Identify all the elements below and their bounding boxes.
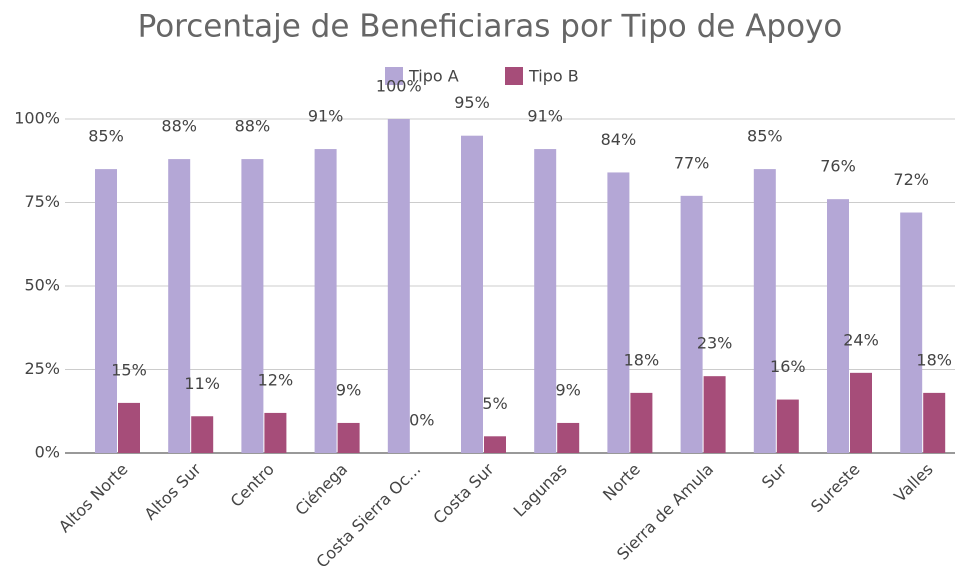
x-tick-label: Costa Sur xyxy=(429,459,497,527)
y-tick-label: 75% xyxy=(24,192,60,211)
data-label: 88% xyxy=(161,117,197,136)
data-label: 72% xyxy=(893,170,929,189)
data-label: 88% xyxy=(235,117,271,136)
legend-label: Tipo A xyxy=(408,67,459,86)
x-tick-label: Valles xyxy=(890,460,936,506)
data-label: 76% xyxy=(820,157,856,176)
data-label: 18% xyxy=(624,350,660,369)
bar xyxy=(191,416,214,453)
data-label: 91% xyxy=(308,107,344,126)
data-label: 85% xyxy=(747,127,783,146)
x-tick-label: Ciénega xyxy=(291,460,351,520)
data-label: 15% xyxy=(111,360,147,379)
bar xyxy=(557,422,580,453)
data-label: 100% xyxy=(376,77,422,96)
data-label: 85% xyxy=(88,127,124,146)
bar xyxy=(168,159,191,453)
data-label: 95% xyxy=(454,93,490,112)
bar xyxy=(264,412,287,453)
y-tick-label: 100% xyxy=(14,109,60,128)
bar xyxy=(776,399,799,453)
data-label: 0% xyxy=(409,411,434,430)
x-tick-label: Altos Sur xyxy=(141,459,205,523)
y-tick-label: 0% xyxy=(35,443,60,462)
bar xyxy=(534,149,557,453)
bar xyxy=(241,159,264,453)
bar xyxy=(484,436,506,453)
data-label: 24% xyxy=(843,330,879,349)
y-tick-label: 50% xyxy=(24,276,60,295)
bar xyxy=(387,119,410,453)
y-tick-label: 25% xyxy=(24,359,60,378)
bar xyxy=(630,392,653,453)
data-label: 16% xyxy=(770,357,806,376)
bar xyxy=(753,169,776,453)
bar xyxy=(95,169,117,453)
x-tick-label: Lagunas xyxy=(510,460,571,521)
bar xyxy=(337,422,360,453)
data-label: 23% xyxy=(697,334,733,353)
x-tick-label: Sureste xyxy=(807,460,863,516)
bar xyxy=(850,372,872,453)
bar xyxy=(827,199,849,453)
data-label: 91% xyxy=(527,107,563,126)
chart-title: Porcentaje de Beneficiaras por Tipo de A… xyxy=(138,9,843,45)
bar xyxy=(607,172,630,453)
data-label: 5% xyxy=(482,394,507,413)
bar xyxy=(314,149,337,453)
legend-swatch xyxy=(385,67,403,85)
data-label: 9% xyxy=(556,380,581,399)
bar xyxy=(703,376,726,453)
data-label: 11% xyxy=(184,374,220,393)
data-label: 77% xyxy=(674,153,710,172)
x-tick-label: Altos Norte xyxy=(55,460,132,537)
bar xyxy=(461,135,483,453)
bar xyxy=(118,402,140,453)
data-label: 9% xyxy=(336,380,361,399)
legend-swatch xyxy=(505,67,523,85)
x-tick-label: Sur xyxy=(758,459,791,492)
bar xyxy=(923,392,946,453)
data-label: 84% xyxy=(601,130,637,149)
data-label: 12% xyxy=(258,370,294,389)
x-tick-label: Centro xyxy=(227,460,278,511)
legend-label: Tipo B xyxy=(528,67,579,86)
bar xyxy=(680,195,703,453)
bar xyxy=(900,212,923,453)
data-label: 18% xyxy=(916,350,952,369)
x-tick-label: Norte xyxy=(599,460,644,505)
